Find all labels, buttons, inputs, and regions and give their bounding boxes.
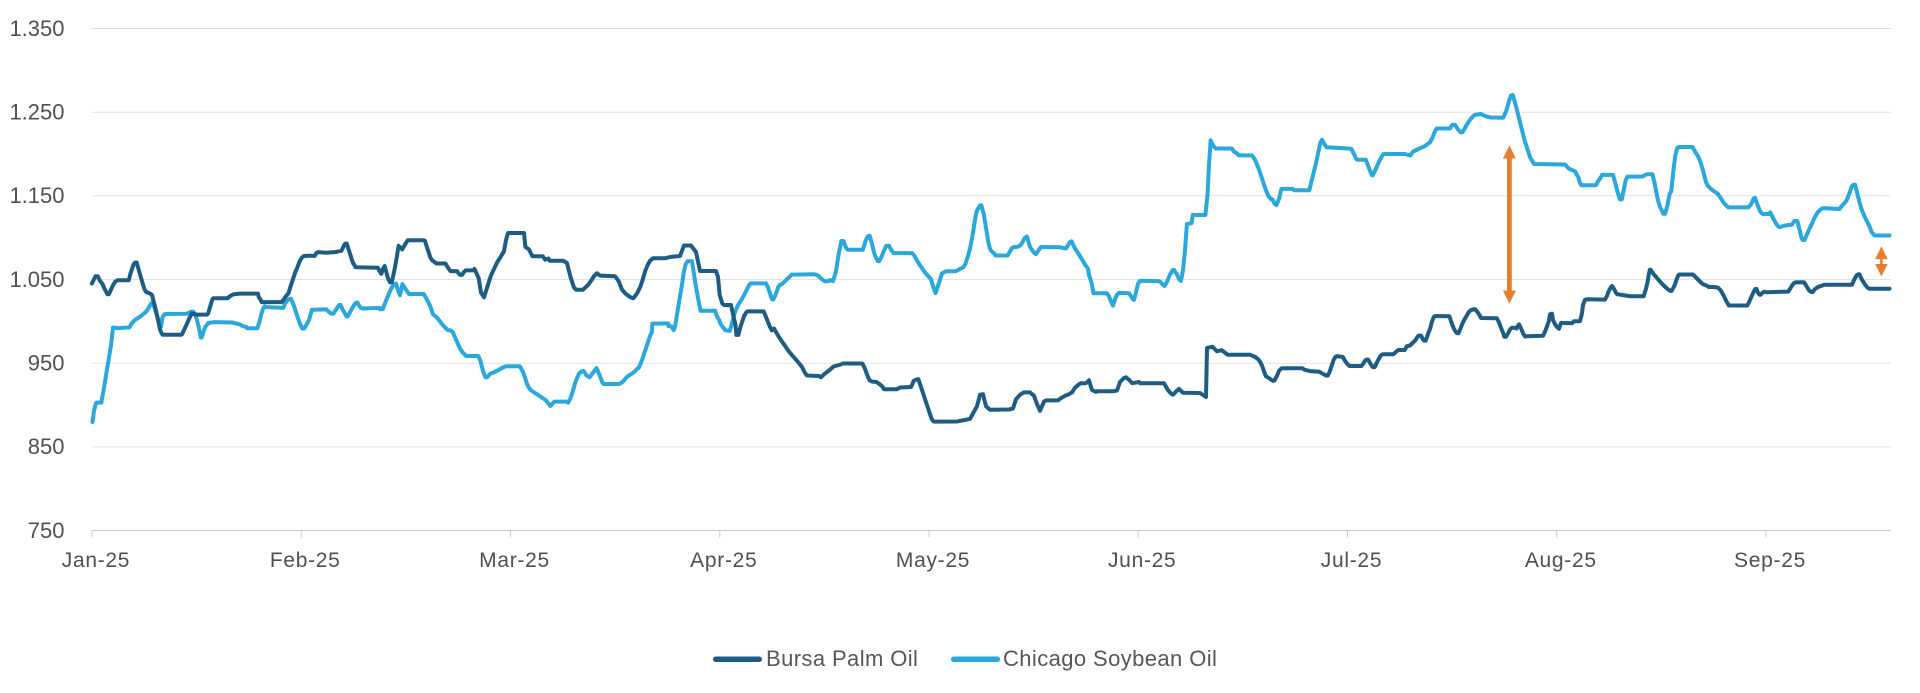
svg-text:Bursa Palm Oil: Bursa Palm Oil xyxy=(766,646,918,671)
svg-text:Aug-25: Aug-25 xyxy=(1525,549,1597,572)
svg-text:1.150: 1.150 xyxy=(9,183,64,208)
svg-text:1.250: 1.250 xyxy=(9,100,64,125)
svg-text:Mar-25: Mar-25 xyxy=(479,549,550,572)
svg-text:Jun-25: Jun-25 xyxy=(1108,549,1176,572)
svg-text:750: 750 xyxy=(28,518,65,543)
svg-text:Jul-25: Jul-25 xyxy=(1321,549,1382,572)
svg-text:1.350: 1.350 xyxy=(9,16,64,41)
svg-text:850: 850 xyxy=(28,434,65,459)
svg-text:Sep-25: Sep-25 xyxy=(1734,549,1806,572)
svg-text:May-25: May-25 xyxy=(896,549,970,572)
svg-text:950: 950 xyxy=(28,351,65,376)
svg-text:Chicago Soybean Oil: Chicago Soybean Oil xyxy=(1003,646,1217,671)
svg-text:1.050: 1.050 xyxy=(9,267,64,292)
svg-text:Jan-25: Jan-25 xyxy=(62,549,130,572)
svg-text:Apr-25: Apr-25 xyxy=(690,549,757,572)
svg-text:Feb-25: Feb-25 xyxy=(270,549,341,572)
